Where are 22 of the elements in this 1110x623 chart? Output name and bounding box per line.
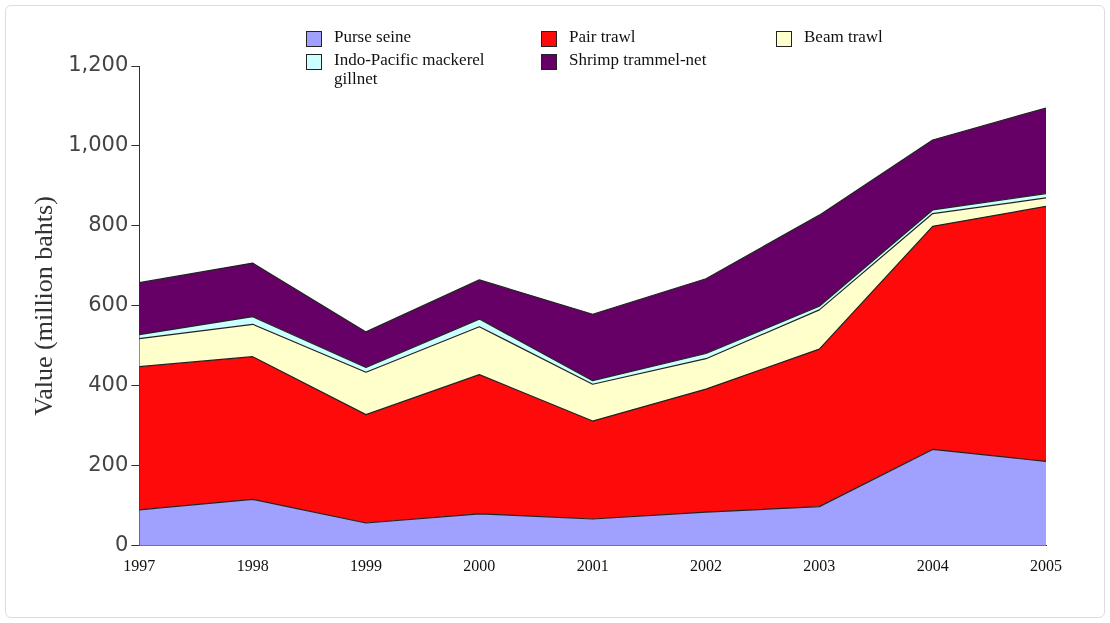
legend-label: Pair trawl xyxy=(569,27,636,47)
legend-label: Beam trawl xyxy=(804,27,883,47)
x-tick-label: 1999 xyxy=(349,556,382,574)
x-tick-label: 2001 xyxy=(576,556,609,574)
y-tick-label: 0 xyxy=(114,532,129,557)
y-tick-label: 1,000 xyxy=(68,132,129,157)
x-tick-label: 2005 xyxy=(1030,556,1062,574)
x-tick-label: 1997 xyxy=(123,556,156,574)
y-tick-label: 400 xyxy=(88,372,129,397)
x-tick-label: 2002 xyxy=(689,556,722,574)
y-tick-label: 1,200 xyxy=(68,52,129,77)
x-tick-label: 2003 xyxy=(803,556,836,574)
x-tick-label: 1998 xyxy=(236,556,269,574)
legend-label: Indo-Pacific mackerel gillnet xyxy=(334,50,486,89)
y-tick-label: 200 xyxy=(88,452,129,477)
y-tick-label: 600 xyxy=(88,292,129,317)
y-tick-label: 800 xyxy=(88,212,129,237)
x-tick-label: 2004 xyxy=(916,556,949,574)
y-axis-title: Value (million bahts) xyxy=(29,196,59,416)
x-tick-label: 2000 xyxy=(463,556,496,574)
legend-label: Purse seine xyxy=(334,27,411,47)
legend-label: Shrimp trammel-net xyxy=(569,50,707,70)
